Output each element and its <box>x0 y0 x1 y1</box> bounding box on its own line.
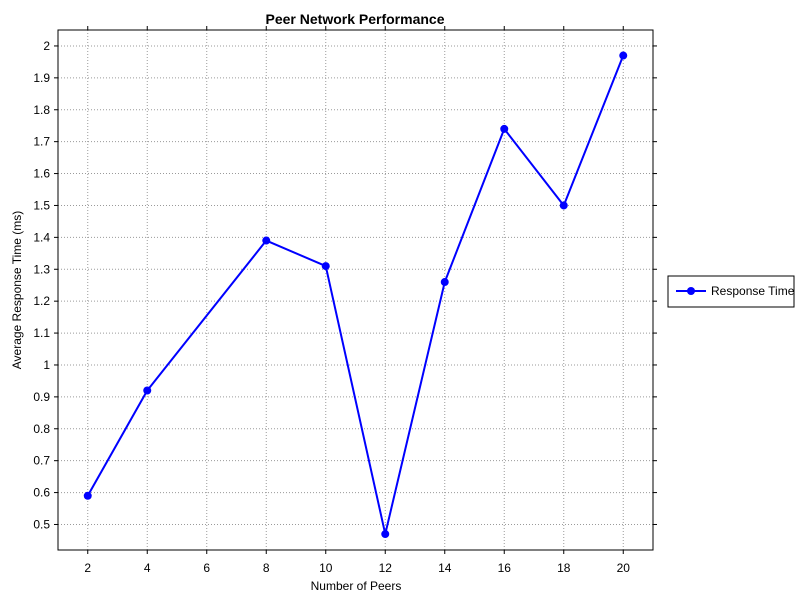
x-tick-label: 12 <box>379 561 393 575</box>
y-tick-label: 0.7 <box>33 454 50 468</box>
data-point <box>381 530 390 539</box>
y-tick-label: 0.6 <box>33 486 50 500</box>
x-tick-label: 2 <box>84 561 91 575</box>
x-tick-label: 14 <box>438 561 452 575</box>
y-tick-label: 0.5 <box>33 517 50 531</box>
data-point <box>559 201 568 210</box>
x-axis: 2 4 6 8 10 12 14 16 18 20 <box>84 26 630 575</box>
y-tick-label: 1.8 <box>33 103 50 117</box>
data-point <box>143 386 152 395</box>
y-tick-label: 0.8 <box>33 422 50 436</box>
plot-area <box>57 29 654 551</box>
legend-marker-swatch <box>687 287 695 295</box>
y-tick-label: 0.9 <box>33 390 50 404</box>
data-point <box>500 124 509 133</box>
y-tick-label: 1.4 <box>33 230 50 244</box>
chart-title: Peer Network Performance <box>266 11 445 27</box>
y-axis-label: Average Response Time (ms) <box>10 211 24 370</box>
data-point <box>262 236 271 245</box>
y-tick-label: 1.6 <box>33 167 50 181</box>
y-tick-label: 1 <box>43 358 50 372</box>
y-tick-label: 1.9 <box>33 71 50 85</box>
data-point <box>321 262 330 271</box>
data-point <box>440 278 449 287</box>
x-tick-label: 20 <box>617 561 631 575</box>
x-tick-label: 8 <box>263 561 270 575</box>
y-tick-label: 2 <box>43 39 50 53</box>
legend: Response Time <box>667 275 795 308</box>
x-axis-label: Number of Peers <box>311 579 402 593</box>
legend-label: Response Time <box>711 284 795 298</box>
y-tick-label: 1.1 <box>33 326 50 340</box>
series-line <box>86 55 625 536</box>
series-group <box>83 51 628 539</box>
x-tick-label: 6 <box>203 561 210 575</box>
x-tick-label: 18 <box>557 561 571 575</box>
y-tick-label: 1.2 <box>33 294 50 308</box>
y-tick-label: 1.3 <box>33 262 50 276</box>
x-tick-label: 4 <box>144 561 151 575</box>
data-point <box>619 51 628 60</box>
y-tick-label: 1.7 <box>33 135 50 149</box>
x-tick-label: 10 <box>319 561 333 575</box>
y-tick-label: 1.5 <box>33 198 50 212</box>
y-axis: 0.5 0.6 0.7 0.8 0.9 1 1.1 1.2 1.3 1.4 1.5 1.6 1.7 1.8… <box>33 39 657 531</box>
x-tick-label: 16 <box>498 561 512 575</box>
data-point <box>83 491 92 500</box>
grid <box>58 30 653 550</box>
